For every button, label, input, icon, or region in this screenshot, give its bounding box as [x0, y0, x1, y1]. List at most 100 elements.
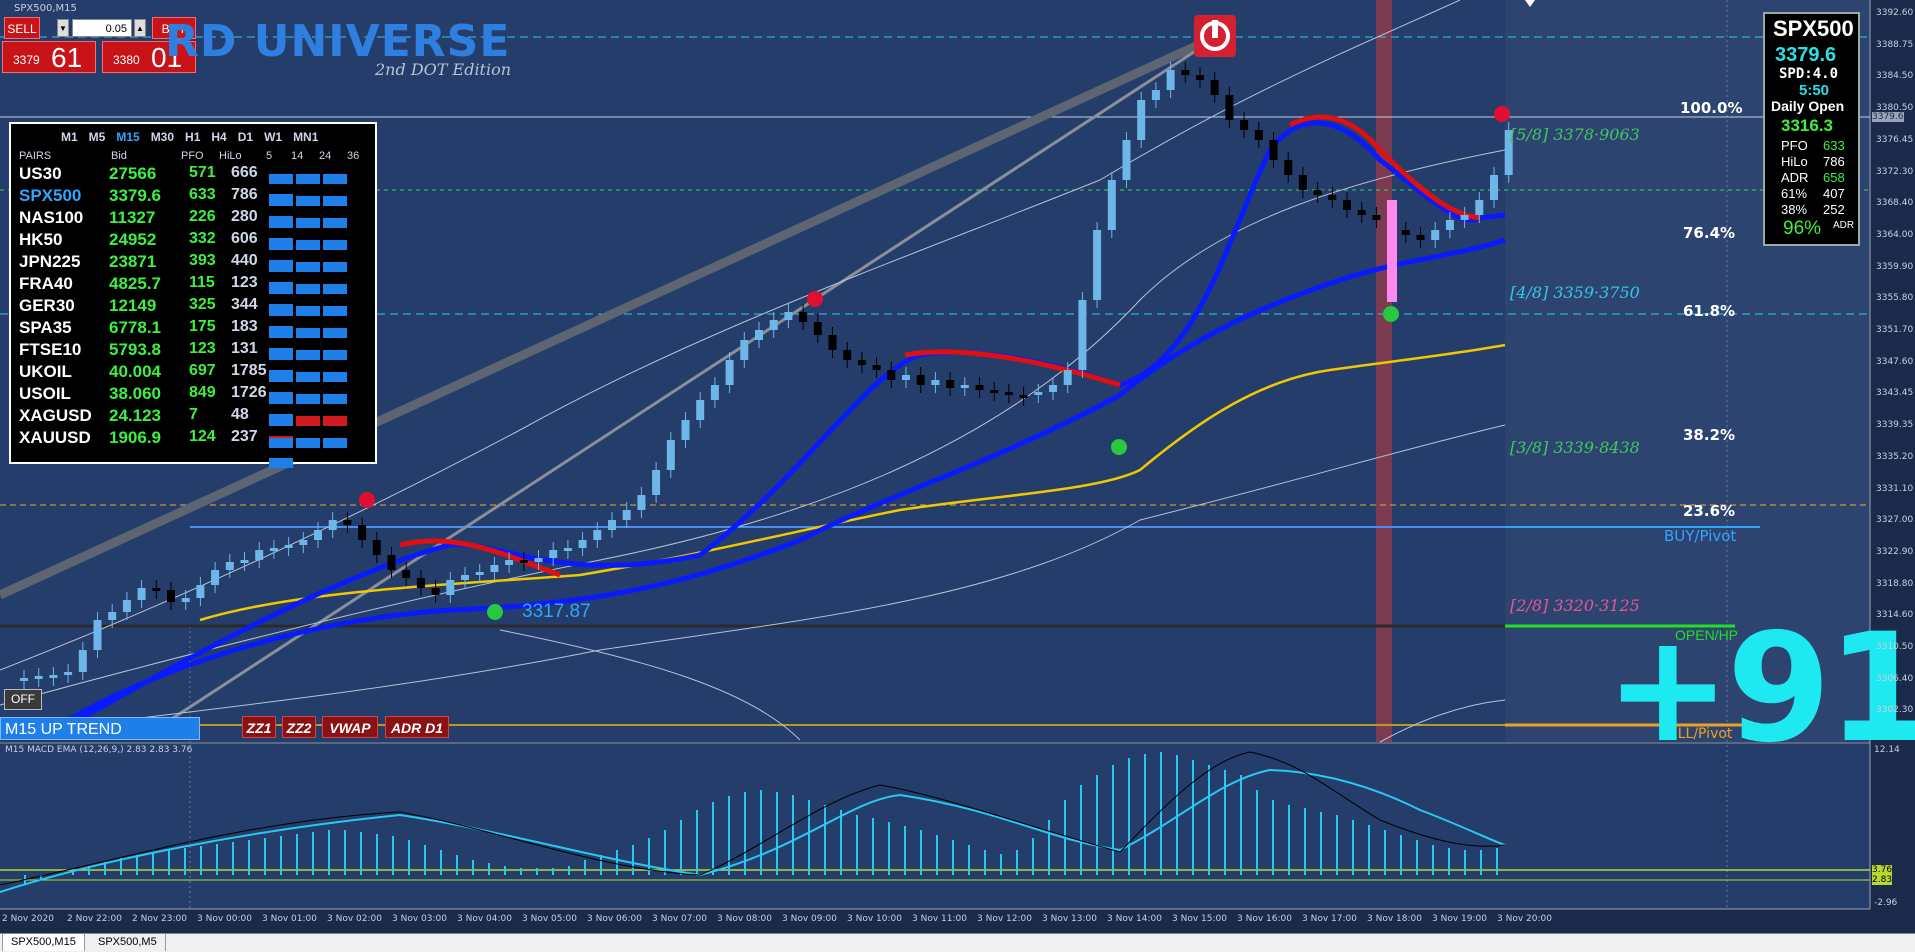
pair-row[interactable]: HK50 24952 332 606: [19, 230, 375, 270]
candle-body: [755, 330, 763, 340]
pair-name: SPX500: [19, 186, 82, 205]
pair-pfo: 7: [189, 406, 198, 423]
candle-body: [269, 548, 278, 551]
pair-row[interactable]: FTSE10 5793.8 123 131: [19, 340, 375, 380]
candle-body: [549, 550, 558, 558]
candle-body: [769, 320, 778, 330]
candle-body: [284, 545, 293, 548]
candle-body: [1093, 230, 1102, 300]
candle-body: [799, 312, 808, 322]
candle-body: [20, 678, 28, 681]
zz2-button[interactable]: ZZ2: [282, 716, 316, 738]
candle-body: [475, 572, 484, 575]
pair-name: US30: [19, 164, 62, 183]
strength-bar: [323, 328, 347, 338]
timeframe-m5[interactable]: M5: [88, 130, 106, 144]
lot-decrease-button[interactable]: ▼: [57, 19, 69, 37]
tab-spx500-m5[interactable]: SPX500,M5: [90, 934, 166, 951]
signal-dot-green: [1111, 439, 1127, 455]
timeframe-w1[interactable]: W1: [264, 130, 283, 144]
pair-row[interactable]: SPX500 3379.6 633 786: [19, 186, 375, 226]
zz1-button[interactable]: ZZ1: [242, 716, 276, 738]
pair-row[interactable]: FRA40 4825.7 115 123: [19, 274, 375, 314]
pair-row[interactable]: SPA35 6778.1 175 183: [19, 318, 375, 358]
candle-body: [225, 562, 234, 570]
sell-button[interactable]: SELL: [4, 17, 40, 39]
pair-row[interactable]: JPN225 23871 393 440: [19, 252, 375, 292]
strength-bar: [296, 284, 320, 294]
info-daily-open-label: Daily Open: [1771, 98, 1845, 114]
candle-body: [1063, 370, 1072, 385]
timeframe-m1[interactable]: M1: [61, 130, 78, 144]
candle-body: [1284, 160, 1293, 175]
strength-bar: [269, 174, 293, 184]
candle-body: [240, 560, 249, 563]
pair-pfo: 393: [189, 252, 216, 269]
timeframe-m15[interactable]: M15: [116, 130, 140, 144]
pair-row[interactable]: UKOIL 40.004 697 1785: [19, 362, 375, 402]
buy-button[interactable]: BUY: [152, 17, 196, 39]
vwap-button[interactable]: VWAP: [322, 716, 378, 738]
time-axis-label: 3 Nov 08:00: [717, 914, 772, 924]
candle-body: [1401, 230, 1410, 235]
time-axis-label: 2 Nov 2020: [2, 914, 54, 924]
strength-bar: [323, 262, 347, 272]
candle-body: [93, 620, 102, 650]
time-axis-label: 2 Nov 22:00: [67, 914, 122, 924]
off-toggle-button[interactable]: OFF: [4, 689, 42, 710]
fib-382-label: 38.2%: [1683, 426, 1736, 444]
info-candle-timer: 5:50: [1799, 82, 1830, 99]
candle-body: [1166, 70, 1175, 90]
pair-row[interactable]: GER30 12149 325 344: [19, 296, 375, 336]
ask-price-button[interactable]: 3380 01: [102, 41, 196, 73]
buy-pivot-label: BUY/Pivot: [1664, 527, 1737, 545]
pair-pfo: 697: [189, 362, 216, 379]
pair-row[interactable]: US30 27566 571 666: [19, 164, 375, 204]
pair-hilo: 666: [231, 164, 258, 181]
candle-body: [416, 578, 425, 588]
pair-row[interactable]: NAS100 11327 226 280: [19, 208, 375, 248]
strength-bar: [296, 438, 320, 448]
candle-body: [1078, 300, 1087, 370]
bid-price-button[interactable]: 3379 61: [2, 41, 96, 73]
price-axis-label: 3310.50: [1876, 642, 1914, 652]
time-axis-label: 3 Nov 00:00: [197, 914, 252, 924]
candle-body: [1210, 80, 1219, 95]
pair-pfo: 124: [189, 428, 216, 445]
candle-body: [946, 380, 955, 388]
strength-bar: [323, 350, 347, 360]
candle-body: [314, 530, 322, 540]
timeframe-d1[interactable]: D1: [237, 130, 254, 144]
lot-size-input[interactable]: 0.05: [72, 19, 132, 37]
pair-name: FRA40: [19, 274, 73, 293]
candle-body: [1196, 75, 1204, 80]
pair-row[interactable]: XAGUSD 24.123 7 48: [19, 406, 375, 446]
fib-618-label: 61.8%: [1683, 302, 1736, 320]
candle-body: [681, 420, 690, 440]
strength-bar: [296, 240, 320, 250]
macd-axis-bottom: -2.96: [1874, 898, 1898, 908]
pair-pfo: 571: [189, 164, 216, 181]
lot-increase-button[interactable]: ▲: [134, 19, 146, 37]
tab-spx500-m15[interactable]: SPX500,M15: [2, 934, 85, 951]
timeframe-mn1[interactable]: MN1: [293, 130, 319, 144]
strength-bar: [269, 240, 293, 250]
pair-row[interactable]: XAUUSD 1906.9 124 237: [19, 428, 375, 468]
pair-hilo: 48: [231, 406, 249, 423]
highlight-candle: [1387, 200, 1397, 302]
strength-bar: [296, 416, 320, 426]
candle-body: [181, 598, 190, 602]
timeframe-h4[interactable]: H4: [211, 130, 227, 144]
header-5: 5: [266, 150, 273, 162]
time-axis-label: 3 Nov 19:00: [1432, 914, 1487, 924]
price-axis-label: 3359.90: [1876, 261, 1914, 272]
pair-row[interactable]: USOIL 38.060 849 1726: [19, 384, 375, 424]
timeframe-m30[interactable]: M30: [150, 130, 175, 144]
strength-bar: [323, 372, 347, 382]
header-24: 24: [319, 150, 332, 162]
pair-hilo: 344: [231, 296, 258, 313]
info-adr-percent: 96%: [1783, 218, 1822, 239]
adr-d1-button[interactable]: ADR D1: [385, 716, 449, 738]
timeframe-h1[interactable]: H1: [185, 130, 201, 144]
pair-bid: 23871: [109, 252, 157, 271]
